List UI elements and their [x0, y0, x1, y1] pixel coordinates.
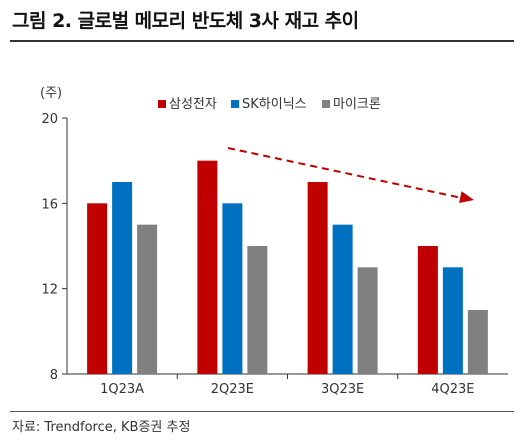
bar-micron-4q23e [467, 310, 488, 374]
title-divider [10, 40, 514, 42]
bar-sk-hynix-3q23e [332, 224, 353, 374]
bar-micron-2q23e [247, 246, 268, 374]
trend-arrow-line [227, 147, 463, 199]
legend-label: 삼성전자 [169, 97, 217, 112]
y-tick-label: 16 [41, 197, 58, 212]
legend-swatch [231, 100, 239, 108]
legend-swatch [322, 100, 330, 108]
y-tick-label: 20 [41, 112, 58, 127]
legend-label: 마이크론 [333, 97, 381, 112]
y-axis-unit: (주) [40, 86, 62, 101]
bar-samsung-4q23e [417, 246, 438, 374]
x-tick-label: 4Q23E [431, 382, 474, 397]
x-tick-label: 3Q23E [321, 382, 364, 397]
bar-sk-hynix-2q23e [222, 203, 243, 374]
trend-arrow-head [459, 191, 474, 203]
bar-samsung-3q23e [307, 182, 328, 374]
legend-label: SK하이닉스 [242, 97, 307, 112]
bar-samsung-1q23a [87, 203, 108, 374]
x-tick-label: 2Q23E [211, 382, 254, 397]
bar-micron-1q23a [137, 224, 158, 374]
y-tick-label: 8 [50, 368, 58, 383]
bar-sk-hynix-1q23a [112, 182, 133, 374]
bar-sk-hynix-4q23e [442, 267, 463, 374]
bar-samsung-2q23e [197, 160, 218, 374]
y-tick-label: 12 [41, 283, 58, 298]
bar-chart: 8 12 16 20 (주) 1Q23A 2Q23E 3Q23E 4Q23E 삼성전자 SK하이닉… [40, 86, 508, 397]
source-note: 자료: Trendforce, KB증권 추정 [12, 420, 191, 435]
bar-micron-3q23e [357, 267, 378, 374]
legend-swatch [158, 100, 166, 108]
x-tick-label: 1Q23A [100, 382, 144, 397]
source-divider [10, 411, 514, 412]
chart-title: 그림 2. 글로벌 메모리 반도체 3사 재고 추이 [12, 10, 359, 32]
